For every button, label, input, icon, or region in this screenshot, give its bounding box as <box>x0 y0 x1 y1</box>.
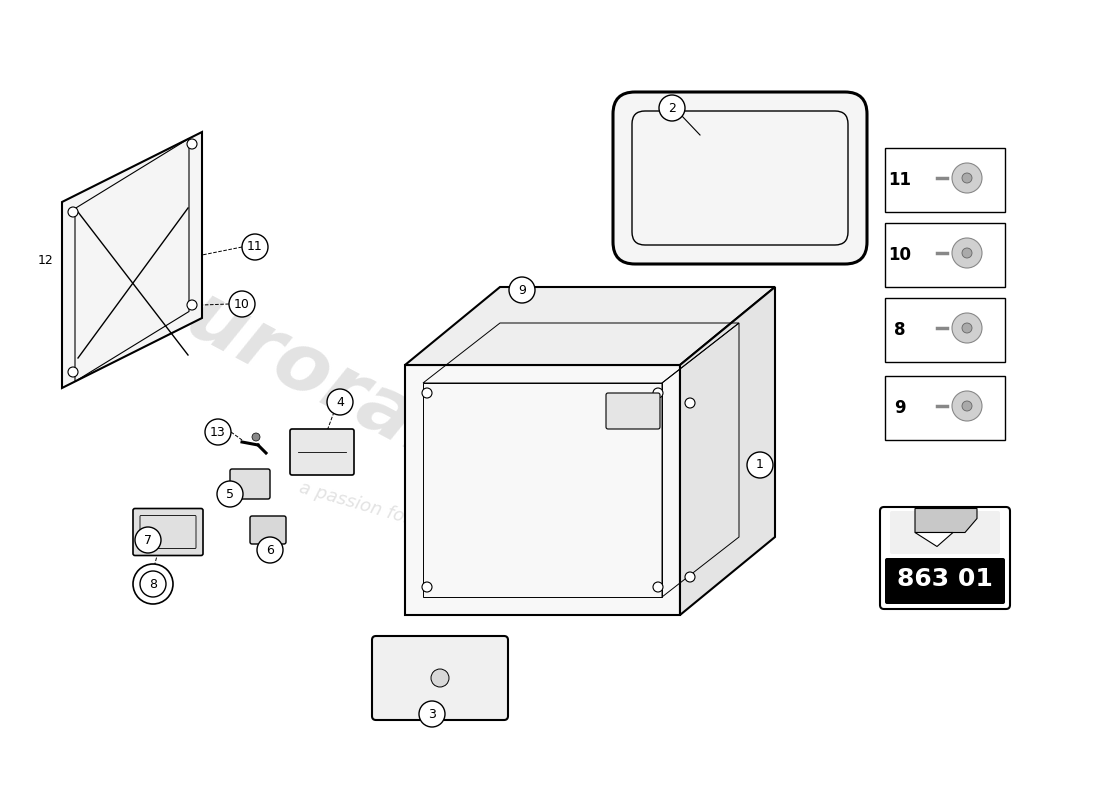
Circle shape <box>962 401 972 411</box>
Text: 11: 11 <box>248 241 263 254</box>
Circle shape <box>422 582 432 592</box>
Circle shape <box>952 313 982 343</box>
FancyBboxPatch shape <box>613 92 867 264</box>
Text: 10: 10 <box>889 246 912 264</box>
Circle shape <box>135 527 161 553</box>
Circle shape <box>68 367 78 377</box>
Circle shape <box>133 564 173 604</box>
Polygon shape <box>62 132 202 388</box>
FancyBboxPatch shape <box>886 223 1005 287</box>
FancyBboxPatch shape <box>606 393 660 429</box>
Circle shape <box>242 234 268 260</box>
Circle shape <box>747 452 773 478</box>
Text: 12: 12 <box>39 254 54 266</box>
Circle shape <box>952 163 982 193</box>
Circle shape <box>68 207 78 217</box>
Text: 4: 4 <box>337 395 344 409</box>
Text: a passion for parts since 1985: a passion for parts since 1985 <box>297 479 563 571</box>
FancyBboxPatch shape <box>886 376 1005 440</box>
Text: 2: 2 <box>668 102 675 114</box>
FancyBboxPatch shape <box>230 469 270 499</box>
Polygon shape <box>915 533 953 546</box>
FancyBboxPatch shape <box>886 298 1005 362</box>
Circle shape <box>422 388 432 398</box>
Circle shape <box>217 481 243 507</box>
Polygon shape <box>915 509 977 533</box>
Polygon shape <box>680 287 775 615</box>
FancyBboxPatch shape <box>133 509 204 555</box>
Text: 9: 9 <box>894 399 905 417</box>
FancyBboxPatch shape <box>890 511 1000 554</box>
Text: 5: 5 <box>226 487 234 501</box>
Text: 7: 7 <box>144 534 152 546</box>
Circle shape <box>187 139 197 149</box>
Text: 3: 3 <box>428 707 436 721</box>
Circle shape <box>205 419 231 445</box>
Circle shape <box>952 391 982 421</box>
Circle shape <box>653 388 663 398</box>
Text: 1: 1 <box>756 458 763 471</box>
FancyBboxPatch shape <box>250 516 286 544</box>
Circle shape <box>685 398 695 408</box>
Circle shape <box>431 669 449 687</box>
Circle shape <box>962 248 972 258</box>
Text: 6: 6 <box>266 543 274 557</box>
Circle shape <box>952 238 982 268</box>
Circle shape <box>962 323 972 333</box>
Text: 8: 8 <box>148 578 157 590</box>
Polygon shape <box>405 365 680 615</box>
FancyBboxPatch shape <box>886 558 1005 604</box>
Circle shape <box>419 701 446 727</box>
Polygon shape <box>405 287 776 365</box>
FancyBboxPatch shape <box>290 429 354 475</box>
Circle shape <box>257 537 283 563</box>
Text: 11: 11 <box>889 171 912 189</box>
Text: eurorares: eurorares <box>126 251 554 529</box>
Text: 8: 8 <box>894 321 905 339</box>
Circle shape <box>252 433 260 441</box>
Circle shape <box>509 277 535 303</box>
Text: 863 01: 863 01 <box>898 567 993 591</box>
Text: 13: 13 <box>210 426 225 438</box>
Circle shape <box>962 173 972 183</box>
FancyBboxPatch shape <box>880 507 1010 609</box>
Circle shape <box>187 300 197 310</box>
Circle shape <box>229 291 255 317</box>
Circle shape <box>659 95 685 121</box>
FancyBboxPatch shape <box>372 636 508 720</box>
Circle shape <box>140 571 166 597</box>
Circle shape <box>327 389 353 415</box>
Text: 10: 10 <box>234 298 250 310</box>
Circle shape <box>653 582 663 592</box>
FancyBboxPatch shape <box>886 148 1005 212</box>
Circle shape <box>685 572 695 582</box>
Text: 9: 9 <box>518 283 526 297</box>
